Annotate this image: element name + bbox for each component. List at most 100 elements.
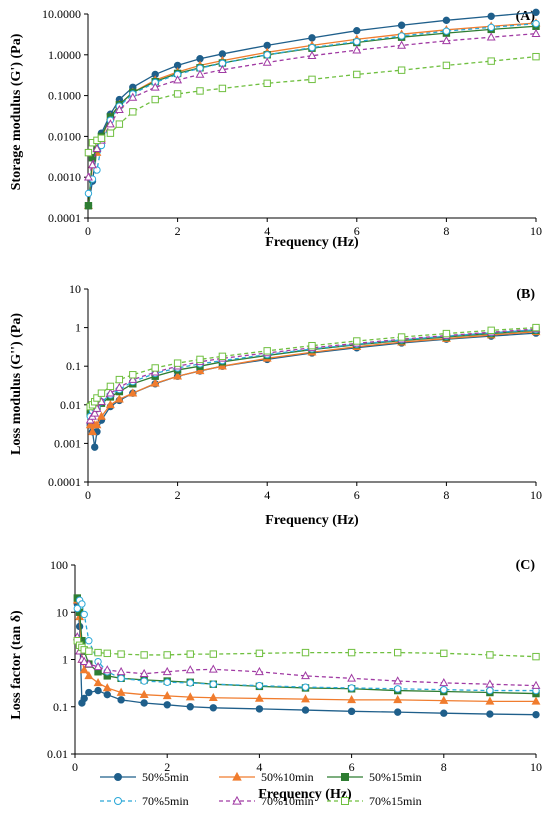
data-point bbox=[263, 79, 271, 88]
y-tick-label: 1 bbox=[62, 653, 68, 667]
data-point bbox=[116, 687, 126, 696]
data-point bbox=[92, 420, 102, 429]
legend: 50%5min 50%10min 50%15min 70%5min 70%10min 70… bbox=[100, 770, 422, 808]
data-point bbox=[308, 341, 316, 350]
data-point bbox=[163, 651, 171, 659]
data-point bbox=[532, 8, 540, 17]
data-point bbox=[397, 21, 406, 29]
data-point bbox=[102, 683, 112, 692]
data-point bbox=[301, 683, 310, 691]
x-tick-label: 6 bbox=[349, 760, 355, 774]
data-point bbox=[487, 57, 495, 65]
data-point bbox=[84, 659, 94, 668]
legend-marker bbox=[114, 773, 122, 781]
data-point bbox=[196, 355, 204, 364]
data-point bbox=[532, 710, 540, 719]
data-point bbox=[263, 347, 271, 355]
data-point bbox=[301, 694, 310, 703]
legend-item: 70%15min bbox=[327, 794, 422, 808]
data-point bbox=[394, 708, 402, 716]
data-point bbox=[128, 92, 138, 101]
data-point bbox=[487, 12, 495, 20]
data-point bbox=[115, 120, 124, 128]
data-point bbox=[163, 678, 171, 686]
x-axis-label: Frequency (Hz) bbox=[265, 235, 359, 250]
data-point bbox=[442, 16, 451, 25]
data-point bbox=[92, 143, 102, 152]
data-point bbox=[79, 665, 89, 674]
data-point bbox=[163, 701, 171, 709]
data-point bbox=[195, 69, 205, 78]
panel-c-loss-factor: (C) Frequency (Hz) Loss factor (tan δ) 0… bbox=[9, 558, 542, 802]
data-point bbox=[185, 692, 195, 701]
series-line bbox=[87, 56, 537, 153]
legend-label: 70%10min bbox=[261, 794, 314, 808]
data-point bbox=[442, 27, 451, 35]
data-point bbox=[150, 367, 160, 376]
data-point bbox=[347, 707, 356, 716]
legend-marker bbox=[114, 797, 122, 805]
data-point bbox=[103, 649, 111, 658]
series-70pct15min bbox=[73, 636, 540, 661]
data-point bbox=[393, 695, 403, 704]
x-tick-label: 6 bbox=[354, 224, 360, 238]
data-point bbox=[531, 680, 541, 689]
x-tick-label: 2 bbox=[175, 224, 181, 238]
data-point bbox=[96, 411, 106, 420]
legend-label: 70%5min bbox=[142, 794, 189, 808]
data-point bbox=[442, 329, 451, 338]
data-point bbox=[347, 673, 357, 682]
data-point bbox=[195, 365, 205, 375]
legend-marker bbox=[232, 771, 242, 781]
data-point bbox=[397, 32, 406, 40]
y-tick-label: 10.0000 bbox=[42, 7, 81, 21]
data-point bbox=[151, 95, 159, 104]
data-point bbox=[217, 361, 227, 370]
data-point bbox=[105, 388, 115, 397]
data-point bbox=[84, 202, 93, 210]
data-point bbox=[218, 352, 227, 361]
data-point bbox=[88, 426, 97, 436]
y-tick-label: 0.0010 bbox=[48, 170, 81, 184]
data-point bbox=[218, 84, 227, 93]
panel-label: (B) bbox=[516, 287, 535, 302]
x-tick-label: 10 bbox=[530, 488, 542, 502]
data-point bbox=[394, 685, 402, 693]
data-point bbox=[93, 661, 103, 671]
data-point bbox=[150, 82, 160, 91]
x-tick-label: 8 bbox=[441, 760, 447, 774]
data-point bbox=[117, 696, 125, 704]
data-point bbox=[186, 679, 194, 687]
data-point bbox=[173, 90, 182, 98]
data-point bbox=[208, 692, 218, 702]
data-point bbox=[308, 75, 316, 84]
data-point bbox=[394, 648, 402, 657]
data-point bbox=[301, 706, 310, 714]
legend-item: 70%5min bbox=[100, 794, 189, 808]
data-point bbox=[78, 600, 86, 608]
data-point bbox=[254, 666, 264, 676]
data-point bbox=[397, 40, 407, 49]
data-point bbox=[301, 671, 310, 680]
x-tick-label: 0 bbox=[85, 224, 91, 238]
data-point bbox=[397, 333, 406, 341]
data-point bbox=[347, 695, 357, 704]
panel-a-storage-modulus: (A) Frequency (Hz) Storage modulus (G') … bbox=[9, 7, 542, 250]
y-tick-label: 1.0000 bbox=[48, 48, 81, 62]
data-point bbox=[114, 104, 124, 114]
data-point bbox=[117, 650, 125, 658]
data-point bbox=[255, 705, 264, 713]
data-point bbox=[106, 382, 115, 391]
legend-label: 50%10min bbox=[261, 770, 314, 784]
data-point bbox=[353, 337, 361, 345]
data-point bbox=[128, 374, 138, 383]
x-tick-label: 4 bbox=[256, 760, 262, 774]
data-point bbox=[140, 699, 148, 707]
data-point bbox=[196, 87, 204, 95]
data-point bbox=[208, 664, 218, 673]
panel-label: (C) bbox=[516, 558, 536, 573]
data-point bbox=[91, 443, 99, 451]
legend-label: 70%15min bbox=[369, 794, 422, 808]
series-line bbox=[87, 23, 537, 194]
